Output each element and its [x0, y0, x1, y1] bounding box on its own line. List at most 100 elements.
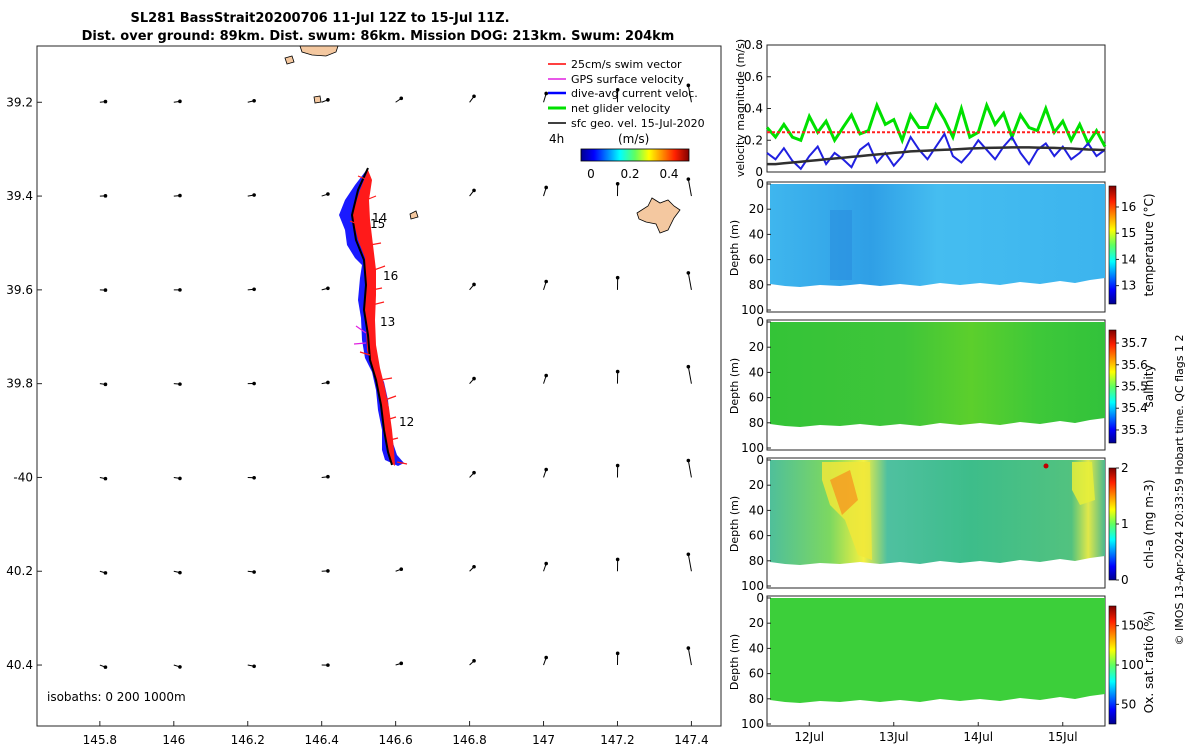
colorbar-tick-2: 0.4: [659, 167, 678, 181]
velocity-series-line: [767, 146, 1106, 166]
map-x-tick-label: 147: [532, 733, 555, 747]
section-ticks: 0204060801001314151602040608010035.335.4…: [741, 177, 1148, 744]
geo-arrow-head: [686, 552, 691, 557]
time-tick-label: 13Jul: [879, 730, 909, 744]
depth-tick-label: 80: [749, 554, 764, 568]
geo-arrow-head: [472, 282, 476, 287]
depth-tick-label: 40: [749, 227, 764, 241]
depth-tick-label: 100: [741, 303, 764, 317]
depth-tick-label: 40: [749, 641, 764, 655]
temperature-cool-patch: [830, 210, 852, 280]
isobaths-label: isobaths: 0 200 1000m: [47, 690, 186, 704]
geo-arrow-head: [103, 382, 108, 387]
map-y-tick-label: 39.2: [6, 95, 33, 109]
depth-tick-label: 80: [749, 416, 764, 430]
day-label-16: 16: [383, 269, 398, 283]
colorbar-tick-label: 1: [1121, 517, 1129, 531]
salinity-panel: [766, 319, 1117, 451]
geo-arrow-head: [326, 474, 330, 479]
day-label-15: 15: [370, 217, 385, 231]
colorbar-tick-label: 35.6: [1121, 358, 1148, 372]
island-north: [299, 45, 339, 57]
colorbar-tick-label: 50: [1121, 697, 1136, 711]
geo-arrow-head: [178, 665, 182, 669]
geo-arrow-head: [544, 373, 548, 378]
map-x-tick-label: 146: [162, 733, 185, 747]
map-y-ticks: 39.2 39.4 39.6 39.8 -40 40.2 40.4: [6, 95, 42, 672]
temperature-colorbar: [1108, 185, 1117, 305]
oxygen-colorbar: [1108, 605, 1117, 725]
legend-gps: GPS surface velocity: [571, 73, 684, 86]
colorbar-tick-label: 14: [1121, 252, 1136, 266]
map-frame: [36, 45, 722, 727]
time-tick-label: 12Jul: [794, 730, 824, 744]
geo-arrow: [687, 179, 692, 197]
map-y-tick-label: 40.4: [6, 658, 33, 672]
map-panel: 145.8 146 146.2 146.4 146.6 146.8 147 147.2 147.…: [6, 45, 722, 747]
colorbar-tick-label: 2: [1121, 461, 1129, 475]
velocity-lines: [765, 101, 1107, 171]
swim-vector-ticks: [349, 175, 408, 465]
geo-arrow-head: [326, 98, 330, 102]
title-line2: Dist. over ground: 89km. Dist. swum: 86k…: [82, 29, 675, 44]
gps-velocity-arrows: [353, 325, 367, 345]
colorbar-tick-1: 0.2: [620, 167, 639, 181]
chla-clabel: chl-a (mg m-3): [1142, 479, 1156, 568]
depth-tick-label: 60: [749, 391, 764, 405]
geo-arrow-head: [103, 99, 108, 104]
depth-tick-label: 20: [749, 340, 764, 354]
map-x-tick-label: 145.8: [83, 733, 117, 747]
oxygen-clabel: Ox. sat. ratio (%): [1142, 611, 1156, 713]
geo-arrow-head: [252, 193, 256, 197]
depth-tick-label: 0: [756, 591, 764, 605]
map-x-tick-label: 147.4: [674, 733, 708, 747]
geo-arrow-head: [472, 376, 476, 381]
geo-arrow-head: [472, 470, 476, 475]
colorbar-tick-label: 0: [1121, 573, 1129, 587]
geo-arrow-head: [686, 271, 691, 275]
map-x-tick-label: 146.2: [231, 733, 265, 747]
chla-colorbar: [1108, 467, 1117, 581]
geo-arrow-head: [544, 279, 548, 284]
geo-arrow-head: [686, 83, 691, 88]
velocity-panel: 0 0.2 0.4 0.6 0.8 velocity magnitude (m/s): [734, 38, 1107, 179]
geo-arrow-head: [615, 651, 620, 656]
geo-arrow-head: [178, 99, 182, 104]
geo-arrow: [687, 460, 692, 478]
salinity-colorbar: [1108, 329, 1117, 444]
geo-arrow-head: [472, 94, 476, 99]
geo-arrow-head: [252, 570, 256, 574]
velocity-y-tick-label: 0.6: [744, 70, 763, 84]
chla-max-dot: [1043, 463, 1049, 469]
depth-tick-label: 60: [749, 529, 764, 543]
geo-arrow-head: [615, 557, 620, 562]
chla-field: [770, 460, 1105, 565]
geo-arrow-head: [178, 570, 182, 575]
track-line: [350, 167, 393, 466]
geo-arrow-head: [326, 286, 330, 291]
map-x-tick-label: 146.8: [452, 733, 486, 747]
geo-arrow-head: [326, 192, 330, 196]
colorbar-units: (m/s): [618, 132, 649, 146]
map-y-tick-label: 39.6: [6, 283, 33, 297]
map-colorbar: [580, 148, 690, 162]
depth-tick-label: 40: [749, 365, 764, 379]
geo-arrow-head: [252, 664, 256, 669]
colorbar-tick-label: 35.5: [1121, 380, 1148, 394]
velocity-series-line: [765, 101, 1107, 148]
geo-arrow: [687, 554, 692, 572]
map-x-tick-label: 146.6: [378, 733, 412, 747]
geo-arrow-head: [252, 381, 256, 386]
map-x-ticks: 145.8 146 146.2 146.4 146.6 146.8 147 147.2 147.…: [83, 721, 709, 747]
velocity-y-tick-label: 0.4: [744, 102, 763, 116]
geo-arrow: [687, 648, 692, 666]
geo-arrow-head: [544, 655, 548, 660]
geo-arrow-head: [103, 194, 108, 198]
sfc-geo-velocity-arrows: [99, 83, 692, 669]
depth-tick-label: 20: [749, 202, 764, 216]
oxygen-field: [770, 598, 1105, 703]
geo-arrow-head: [326, 569, 330, 573]
geo-arrow-head: [178, 288, 182, 292]
colorbar-tick-label: 150: [1121, 619, 1144, 633]
